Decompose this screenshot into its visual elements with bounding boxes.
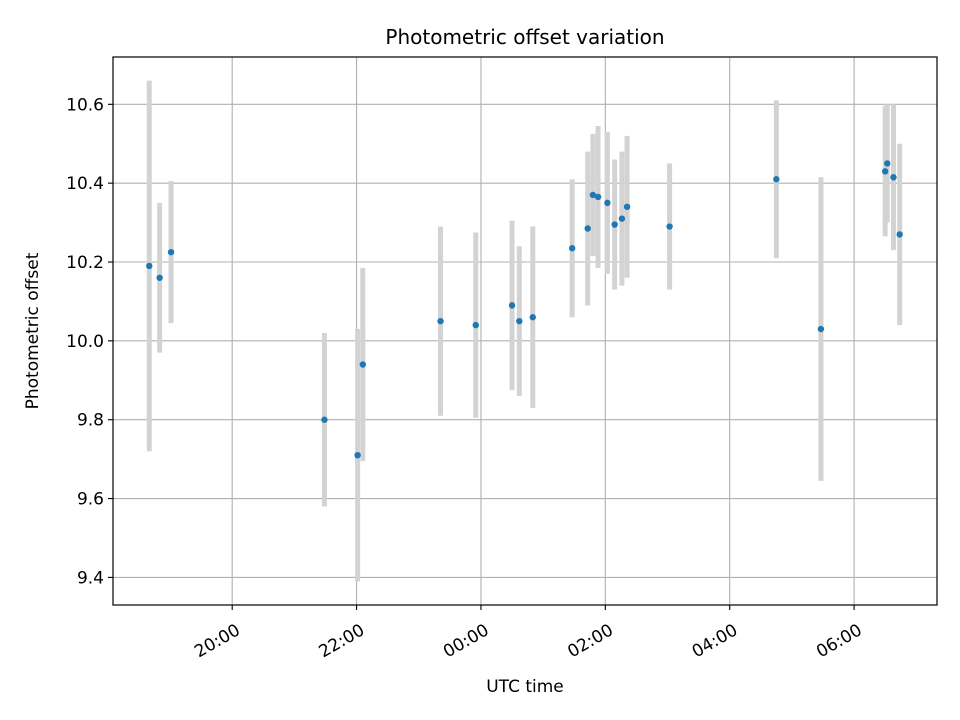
y-tick-label: 9.6 — [77, 490, 104, 510]
y-tick-label: 9.8 — [77, 411, 104, 431]
data-point — [884, 160, 891, 167]
data-point — [666, 223, 673, 230]
grid-lines — [113, 57, 937, 605]
x-axis-title: UTC time — [486, 677, 564, 697]
data-point — [472, 321, 479, 329]
x-tick-label: 02:00 — [564, 620, 616, 662]
data-point — [516, 317, 523, 325]
data-point — [167, 248, 175, 256]
data-point — [773, 176, 780, 183]
x-tick-label: 20:00 — [191, 620, 243, 662]
x-tick-label: 06:00 — [813, 620, 865, 662]
data-point — [604, 199, 611, 207]
y-tick-label: 10.4 — [66, 174, 104, 194]
data-point — [359, 361, 366, 368]
data-point — [156, 274, 163, 281]
data-point — [568, 245, 576, 252]
data-point — [354, 451, 361, 459]
chart-title: Photometric offset variation — [385, 25, 664, 49]
data-point — [529, 314, 536, 321]
x-tick-label: 22:00 — [316, 620, 368, 662]
y-tick-label: 10.2 — [66, 253, 104, 273]
data-point — [508, 302, 516, 309]
x-axis-ticks: 20:00 22:00 00:00 02:00 04:00 06:00 — [191, 605, 866, 662]
x-tick-label: 04:00 — [689, 620, 741, 662]
data-point — [623, 203, 631, 211]
y-axis-title: Photometric offset — [23, 252, 43, 409]
y-tick-label: 10.6 — [66, 95, 104, 115]
data-points — [146, 160, 903, 459]
data-point — [589, 191, 597, 199]
data-point — [896, 231, 903, 238]
data-point — [611, 221, 618, 228]
error-bars — [146, 80, 903, 582]
data-point — [881, 168, 889, 175]
y-tick-label: 9.4 — [77, 568, 104, 588]
x-tick-label: 00:00 — [440, 620, 492, 662]
y-axis-ticks: 9.4 9.6 9.8 10.0 10.2 10.4 10.6 — [66, 95, 113, 588]
y-tick-label: 10.0 — [66, 332, 104, 352]
data-point — [890, 174, 897, 181]
plot-frame — [112, 56, 938, 606]
data-point — [594, 193, 602, 201]
data-point — [437, 317, 444, 325]
data-point — [584, 225, 591, 232]
data-point — [817, 325, 825, 333]
data-point — [618, 215, 626, 222]
data-point — [321, 416, 328, 423]
data-point — [146, 262, 153, 270]
